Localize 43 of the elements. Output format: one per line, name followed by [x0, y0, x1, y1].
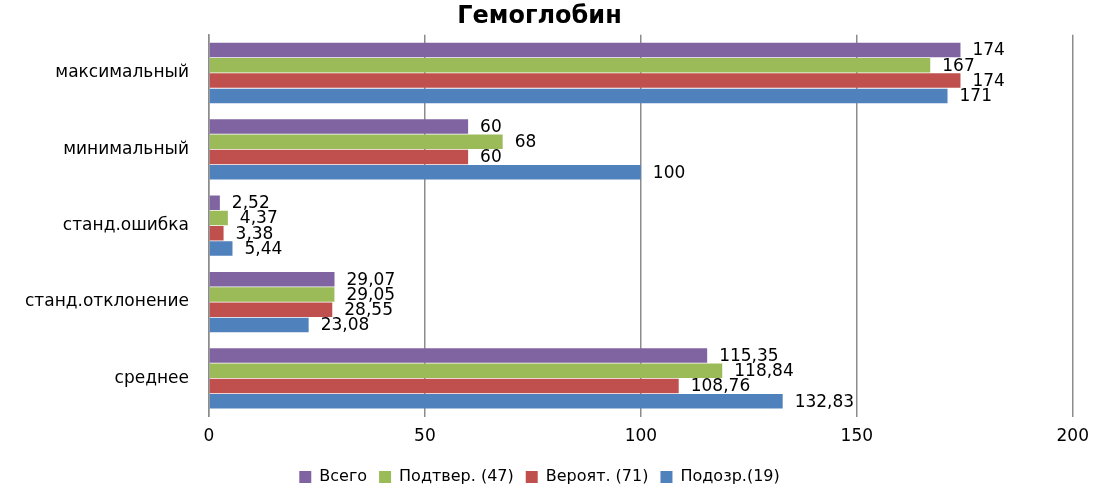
legend-label: Подтвер. (47) — [399, 466, 514, 486]
bar — [209, 119, 469, 134]
bar — [209, 287, 335, 302]
bar — [209, 58, 931, 73]
data-label: 60 — [480, 146, 502, 167]
x-tick-label: 100 — [624, 425, 658, 446]
y-tick-label: минимальный — [63, 137, 189, 158]
bar — [209, 241, 233, 256]
legend-label: Всего — [319, 466, 368, 486]
legend-label: Подозр.(19) — [680, 466, 780, 486]
bar — [209, 302, 333, 317]
y-tick-label: среднее — [114, 366, 189, 387]
bar — [209, 363, 723, 379]
x-tick-label: 0 — [203, 425, 215, 446]
y-tick-label: станд.отклонение — [24, 290, 189, 311]
x-tick-label: 200 — [1056, 425, 1089, 446]
bar — [209, 149, 469, 165]
bar — [209, 73, 961, 88]
data-label: 60 — [480, 115, 502, 136]
bar — [209, 317, 309, 333]
bar — [209, 394, 783, 409]
bar — [209, 195, 220, 211]
legend-label: Вероят. (71) — [545, 466, 649, 486]
bar — [209, 164, 641, 180]
x-tick-label: 50 — [414, 425, 436, 446]
data-label: 100 — [652, 161, 686, 182]
bar — [209, 271, 335, 287]
bar — [209, 134, 503, 149]
y-tick-label: максимальный — [55, 61, 189, 82]
bar — [209, 348, 708, 363]
data-label: 115,35 — [719, 344, 779, 365]
bar — [209, 88, 948, 104]
data-label: 132,83 — [794, 390, 855, 411]
data-label: 68 — [514, 131, 537, 152]
bar — [209, 210, 228, 226]
bar — [209, 226, 224, 241]
chart-title: Гемоглобин — [457, 0, 622, 29]
bar — [209, 42, 961, 58]
bar — [209, 378, 679, 394]
y-tick-label: станд.ошибка — [62, 214, 189, 235]
x-tick-label: 150 — [840, 425, 874, 446]
data-label: 108,76 — [690, 375, 751, 396]
data-label: 167 — [942, 54, 975, 75]
